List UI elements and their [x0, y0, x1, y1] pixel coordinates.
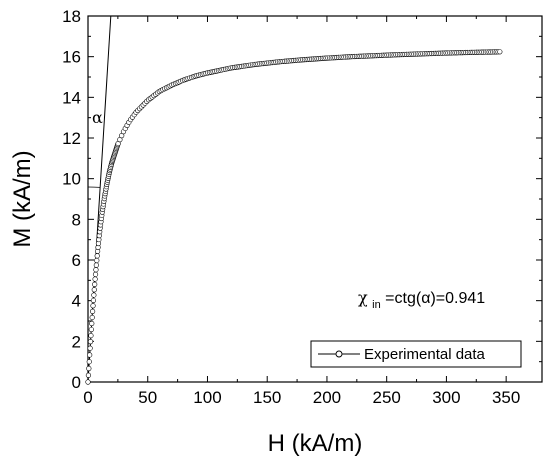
data-point — [86, 359, 92, 365]
x-tick-label: 0 — [83, 388, 92, 407]
y-tick-label: 8 — [72, 210, 81, 229]
data-point — [93, 262, 99, 268]
legend: Experimental data — [310, 340, 522, 368]
x-tick-label: 50 — [138, 388, 157, 407]
data-point — [85, 379, 91, 385]
chi-value: =ctg(α)=0.941 — [385, 290, 485, 307]
y-tick-label: 4 — [72, 292, 81, 311]
x-tick-label: 250 — [372, 388, 400, 407]
data-point — [89, 308, 96, 314]
data-point — [88, 326, 94, 333]
x-tick-label: 350 — [492, 388, 520, 407]
data-point — [94, 253, 100, 259]
chi-subscript: in — [372, 299, 381, 311]
data-point — [88, 332, 94, 339]
data-point — [91, 287, 97, 293]
data-point — [87, 352, 93, 358]
plot-frame — [87, 15, 543, 383]
data-point — [87, 339, 94, 345]
y-tick-label: 14 — [62, 88, 81, 107]
axis-ticks: 0 50 100 150 200 250 300 350 0 2 4 6 8 10 12 14 16 18 — [62, 7, 542, 407]
data-point — [87, 345, 93, 351]
x-tick-label: 300 — [432, 388, 460, 407]
data-point — [93, 267, 99, 273]
susceptibility-annotation: χ in =ctg(α)=0.941 — [358, 288, 485, 312]
y-tick-label: 16 — [62, 48, 81, 67]
data-point — [89, 320, 95, 327]
y-tick-label: 2 — [72, 332, 81, 351]
data-point — [94, 257, 100, 264]
y-tick-label: 6 — [72, 251, 81, 270]
data-point — [85, 372, 92, 378]
x-tick-label: 100 — [193, 388, 221, 407]
data-point — [90, 297, 97, 304]
y-tick-label: 10 — [62, 170, 81, 189]
y-tick-label: 18 — [62, 7, 81, 26]
legend-label: Experimental data — [364, 346, 486, 363]
x-tick-label: 200 — [313, 388, 341, 407]
data-point — [90, 303, 96, 309]
data-point — [89, 314, 95, 321]
series-layer — [85, 15, 503, 385]
chi-symbol: χ — [358, 288, 368, 307]
alpha-annotation: α — [92, 108, 103, 127]
y-tick-label: 0 — [72, 373, 81, 392]
x-tick-label: 150 — [253, 388, 281, 407]
data-point — [92, 276, 98, 282]
x-axis-title: H (kA/m) — [268, 430, 363, 457]
data-point — [91, 292, 97, 298]
y-tick-label: 12 — [62, 129, 81, 148]
y-axis-title: M (kA/m) — [9, 150, 36, 247]
data-point — [86, 365, 92, 372]
data-point — [92, 281, 98, 288]
legend-marker — [335, 350, 343, 358]
data-point — [497, 49, 503, 55]
data-point — [92, 271, 99, 277]
